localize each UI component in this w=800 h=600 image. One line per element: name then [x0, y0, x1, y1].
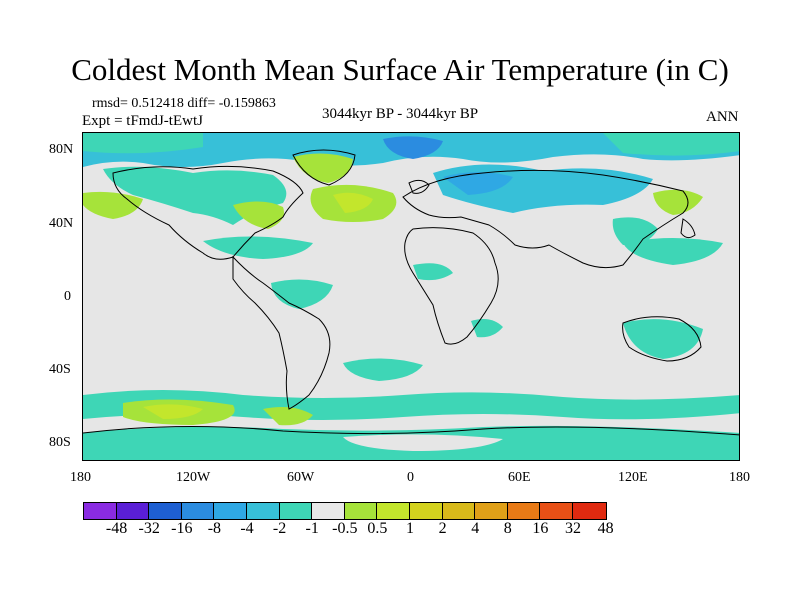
colorbar-swatch — [475, 503, 508, 519]
anomaly-region-pacific-warm — [83, 191, 143, 219]
world-map — [82, 132, 740, 461]
plot-title: Coldest Month Mean Surface Air Temperatu… — [71, 52, 729, 87]
experiment-label: Expt = tFmdJ-tEwtJ — [82, 113, 203, 129]
anomaly-region-indian — [471, 319, 503, 338]
anomaly-region-east-asia — [612, 217, 658, 246]
anomaly-region-canada-warm — [233, 201, 284, 229]
anomaly-region-arctic-teal — [83, 133, 203, 154]
colorbar-swatch — [540, 503, 573, 519]
anomaly-region-australia — [623, 319, 703, 359]
anomaly-region-arctic-teal-east — [603, 133, 739, 156]
anomaly-region-tropical-patch — [413, 263, 453, 281]
colorbar-label: 48 — [597, 520, 614, 537]
colorbar-swatch — [246, 503, 280, 519]
colorbar-label: 32 — [565, 520, 581, 537]
colorbar-swatch — [409, 503, 443, 519]
colorbar-label: -48 — [105, 520, 128, 537]
colorbar-swatch — [149, 503, 182, 519]
period-label: 3044kyr BP - 3044kyr BP — [322, 106, 479, 122]
lon-tick-120e: 120E — [618, 470, 648, 485]
anomaly-region-weddell-warm — [263, 407, 313, 426]
colorbar-swatch — [214, 503, 247, 519]
colorbar-label: -1 — [305, 520, 319, 537]
colorbar-swatch — [507, 503, 541, 519]
anomaly-region-north-pacific — [623, 238, 723, 265]
colorbar-label: -8 — [207, 520, 222, 537]
colorbar — [83, 502, 607, 520]
colorbar-label: -32 — [138, 520, 160, 537]
anomaly-region-us-warm — [203, 236, 313, 259]
lat-tick-40n: 40N — [49, 216, 74, 231]
colorbar-label: 1 — [406, 520, 414, 537]
map-canvas — [83, 133, 739, 460]
anomaly-region-greenland — [293, 153, 353, 183]
anomaly-region-japan-warm — [653, 189, 703, 215]
lon-tick-60w: 60W — [287, 470, 315, 485]
colorbar-label: 2 — [438, 520, 447, 537]
colorbar-swatch — [344, 503, 378, 519]
anomaly-region-antarctic-neutral — [343, 434, 503, 451]
anomaly-region-south-atlantic — [343, 358, 423, 381]
colorbar-swatch — [116, 503, 150, 519]
lat-tick-40s: 40S — [49, 362, 71, 377]
colorbar-label: -0.5 — [332, 520, 358, 537]
lat-tick-0: 0 — [64, 289, 71, 304]
colorbar-swatch — [572, 503, 606, 519]
lon-tick-0: 0 — [407, 470, 414, 485]
colorbar-swatch — [377, 503, 410, 519]
colorbar-swatch — [84, 503, 117, 519]
anomaly-region-siberia-core — [443, 172, 513, 195]
lon-tick-180w: 180 — [70, 470, 91, 485]
anomaly-region-southern-ocean — [83, 390, 739, 420]
season-label: ANN — [706, 109, 739, 125]
colorbar-label: 4 — [471, 520, 480, 537]
lon-tick-120w: 120W — [176, 470, 211, 485]
colorbar-label: -16 — [171, 520, 193, 537]
rmsd-diff-label: rmsd= 0.512418 diff= -0.159863 — [92, 96, 276, 111]
lon-tick-60e: 60E — [508, 470, 531, 485]
colorbar-label: 16 — [532, 520, 549, 537]
anomaly-region-arctic-core — [383, 136, 443, 159]
anomaly-region-east-pacific — [271, 279, 333, 309]
anomaly-region-atlantic-warm-core — [333, 192, 373, 213]
colorbar-label: -2 — [272, 520, 287, 537]
lat-tick-80s: 80S — [49, 435, 71, 450]
colorbar-swatch — [312, 503, 345, 519]
colorbar-swatch — [442, 503, 476, 519]
colorbar-label: -4 — [240, 520, 254, 537]
colorbar-swatch — [279, 503, 313, 519]
colorbar-label: 0.5 — [367, 520, 388, 537]
lat-tick-80n: 80N — [49, 142, 74, 157]
anomaly-region-ross-core — [143, 404, 203, 419]
colorbar-label: 8 — [503, 520, 512, 537]
coastlines — [83, 149, 739, 436]
colorbar-swatch — [181, 503, 215, 519]
lon-tick-180e: 180 — [729, 470, 750, 485]
